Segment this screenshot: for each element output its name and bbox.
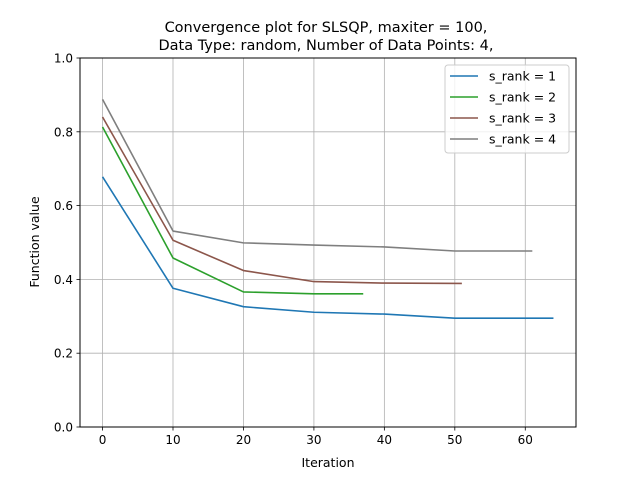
x-tick-label: 40 — [377, 433, 392, 447]
series-line-s-rank-3 — [101, 116, 462, 285]
x-axis-label: Iteration — [301, 455, 354, 470]
y-tick-label: 0.0 — [54, 421, 73, 435]
x-tick-label: 0 — [99, 433, 107, 447]
x-tick-label: 60 — [518, 433, 533, 447]
legend-label-s-rank-1: s_rank = 1 — [489, 69, 556, 84]
y-tick-label: 1.0 — [54, 52, 73, 66]
chart-title-line-1: Convergence plot for SLSQP, maxiter = 10… — [165, 20, 488, 36]
legend-label-s-rank-3: s_rank = 3 — [489, 111, 556, 126]
legend-box — [444, 64, 570, 154]
legend-label-s-rank-2: s_rank = 2 — [489, 90, 556, 105]
x-tick-label: 10 — [165, 433, 180, 447]
y-tick-label: 0.6 — [54, 199, 73, 213]
legend: s_rank = 1 s_rank = 2 s_rank = 3 s_rank = 4 — [444, 64, 570, 154]
plot-frame — [79, 57, 577, 428]
series-line-s-rank-2 — [101, 126, 364, 295]
x-tick-label: 50 — [447, 433, 462, 447]
series-lines — [101, 98, 554, 319]
series-line-s-rank-4 — [101, 98, 533, 252]
y-tick-label: 0.2 — [54, 347, 73, 361]
axis-ticks: 0 10 20 30 40 50 60 0.0 0.2 0.4 0.6 0.8 1.0 — [54, 52, 533, 448]
chart-title-line-2: Data Type: random, Number of Data Points… — [158, 38, 493, 54]
y-tick-label: 0.8 — [54, 125, 73, 139]
x-tick-label: 30 — [306, 433, 321, 447]
y-axis-label: Function value — [27, 196, 42, 288]
series-line-s-rank-1 — [101, 176, 554, 319]
legend-label-s-rank-4: s_rank = 4 — [489, 132, 556, 147]
x-tick-label: 20 — [236, 433, 251, 447]
y-tick-label: 0.4 — [54, 273, 73, 287]
